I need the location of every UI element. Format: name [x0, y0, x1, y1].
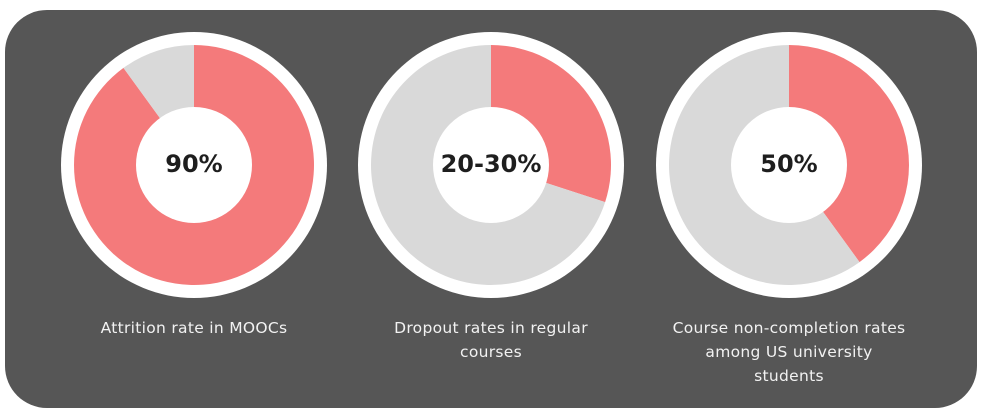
caption: Attrition rate in MOOCs — [100, 319, 288, 337]
caption: Course non-completion rates among US uni… — [672, 319, 906, 385]
center-label: 20-30% — [441, 150, 542, 178]
donut-hole — [731, 107, 847, 223]
center-label: 90% — [165, 150, 222, 178]
donut-slice — [789, 45, 909, 263]
donut-hole — [136, 107, 252, 223]
caption: Dropout rates in regular courses — [394, 319, 588, 361]
center-label: 50% — [760, 150, 817, 178]
donut-hole — [433, 107, 549, 223]
